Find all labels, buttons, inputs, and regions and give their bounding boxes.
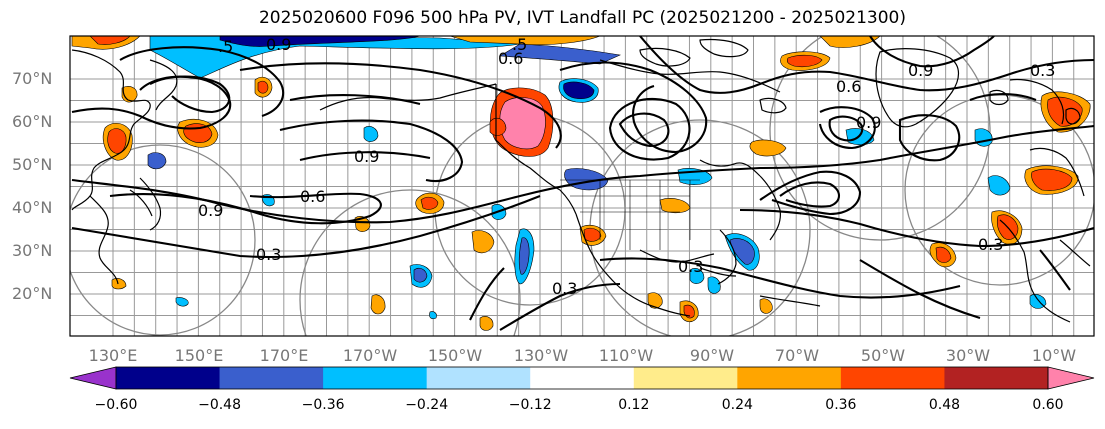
contour-label: 0.9 (354, 147, 379, 166)
colorbar-tick-label: 0.12 (618, 397, 649, 413)
colorbar-extend-min (69, 366, 117, 390)
pv-contours (71, 36, 1094, 331)
colorbar-bin (944, 367, 1049, 389)
colorbar-bin (116, 367, 221, 389)
colorbar-tick-label: −0.48 (198, 397, 241, 413)
contour-label: 0.3 (552, 279, 577, 298)
lat-label: 30°N (12, 241, 52, 260)
lon-label: 150°W (428, 346, 483, 365)
lon-label: 170°W (343, 346, 398, 365)
colorbar-bin (219, 367, 324, 389)
lat-label: 70°N (12, 69, 52, 88)
lat-label: 50°N (12, 155, 52, 174)
latitude-labels: 70°N 60°N 50°N 40°N 30°N 20°N (12, 69, 52, 303)
contour-label: 0.9 (266, 35, 291, 54)
lat-label: 40°N (12, 198, 52, 217)
colorbar-tick-label: −0.24 (405, 397, 448, 413)
contour-label: 0.9 (198, 201, 223, 220)
contour-label: 0.6 (300, 187, 325, 206)
lon-label: 130°E (89, 346, 138, 365)
colorbar-bin (840, 367, 945, 389)
colorbar: −0.60 −0.48 −0.36 −0.24 −0.12 0.12 0.24 0.36 0.4… (69, 366, 1095, 413)
contour-label: 0.3 (678, 257, 703, 276)
lon-label: 30°W (946, 346, 990, 365)
colorbar-tick-label: −0.60 (95, 397, 138, 413)
map-title: 2025020600 F096 500 hPa PV, IVT Landfall… (258, 8, 906, 28)
contour-labels: 0.3 0.3 0.3 0.3 0.6 0.6 0.9 0.9 0.9 0.9 … (198, 35, 1055, 298)
colorbar-bin (737, 367, 842, 389)
lon-label: 90°W (690, 346, 734, 365)
gridlines (70, 36, 1094, 336)
colorbar-tick-label: −0.12 (509, 397, 552, 413)
lon-label: 10°W (1032, 346, 1076, 365)
colorbar-outline (115, 366, 1049, 390)
contour-label: .5 (512, 35, 527, 54)
contour-label: 0.6 (836, 77, 861, 96)
lat-label: 60°N (12, 112, 52, 131)
lat-label: 20°N (12, 284, 52, 303)
lon-label: 110°W (599, 346, 654, 365)
lon-label: 70°W (775, 346, 819, 365)
contour-label: 0.3 (256, 245, 281, 264)
lon-label: 50°W (861, 346, 905, 365)
lon-label: 130°W (514, 346, 569, 365)
colorbar-tick-label: 0.48 (929, 397, 960, 413)
pv-shading (71, 36, 1091, 331)
colorbar-tick-label: 0.36 (825, 397, 856, 413)
colorbar-tick-label: −0.36 (302, 397, 345, 413)
lon-label: 170°E (260, 346, 309, 365)
colorbar-tick-label: 0.24 (722, 397, 753, 413)
coastlines (71, 38, 1091, 323)
longitude-labels: 130°E 150°E 170°E 170°W 150°W 130°W 110°… (89, 346, 1077, 365)
colorbar-tick-label: 0.60 (1032, 397, 1063, 413)
lon-label: 150°E (175, 346, 224, 365)
colorbar-bin (530, 367, 635, 389)
contour-label: 0.9 (856, 113, 881, 132)
contour-label: 0.3 (978, 235, 1003, 254)
colorbar-bin (426, 367, 531, 389)
colorbar-bin (633, 367, 738, 389)
colorbar-bin (323, 367, 428, 389)
map-frame (69, 35, 1095, 337)
contour-label: .5 (218, 37, 233, 56)
contour-label: 0.6 (498, 49, 523, 68)
colorbar-extend-max (1047, 366, 1095, 390)
contour-label: 0.9 (908, 61, 933, 80)
contour-label: 0.3 (1030, 61, 1055, 80)
